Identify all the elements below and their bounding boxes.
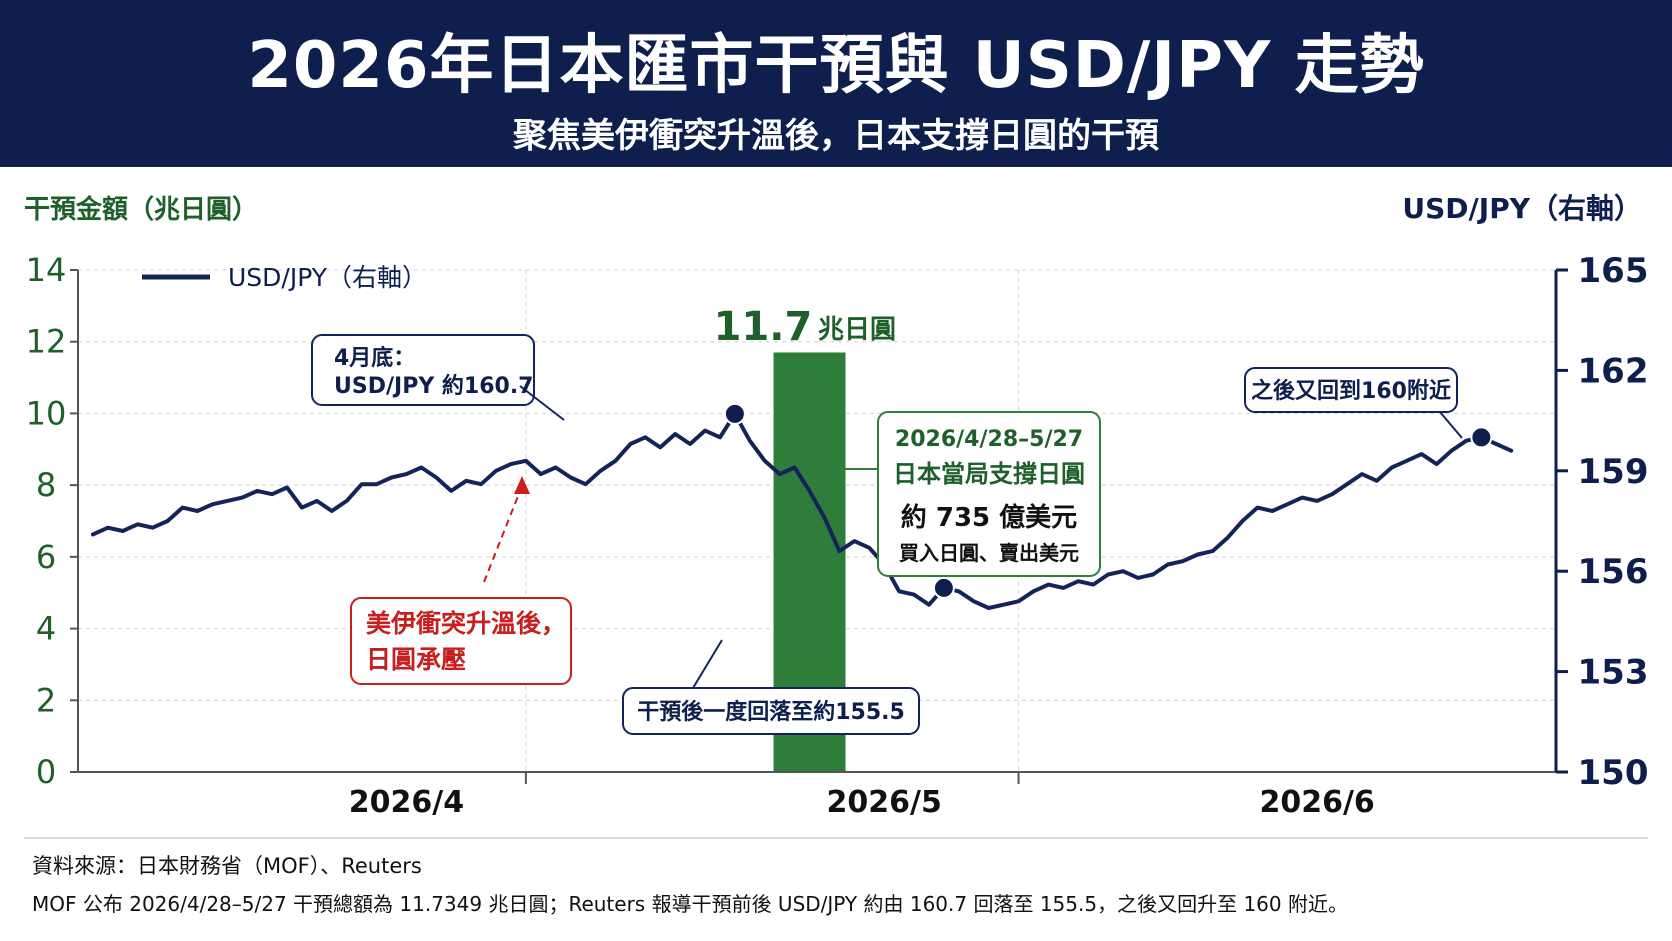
right-tick-label: 159 <box>1578 452 1649 492</box>
callout-intervention-line3: 約 735 億美元 <box>901 502 1077 533</box>
left-axis-label: 干預金額（兆日圓） <box>24 194 258 225</box>
left-tick-label: 8 <box>36 466 56 504</box>
legend-label: USD/JPY（右軸） <box>228 263 427 292</box>
callout-trough-text: 干預後一度回落至約155.5 <box>637 699 905 725</box>
x-tick-label: 2026/5 <box>827 785 942 820</box>
right-tick-label: 150 <box>1578 753 1649 793</box>
callout-conflict: 美伊衝突升溫後， 日圓承壓 <box>350 476 572 685</box>
callout-conflict-line2: 日圓承壓 <box>366 645 466 674</box>
left-tick-label: 2 <box>36 681 56 719</box>
callout-peak-line2: USD/JPY 約160.7 <box>334 373 534 399</box>
callout-intervention-line4: 買入日圓、賣出美元 <box>899 541 1079 565</box>
callout-rebound: 之後又回到160附近 <box>1244 367 1463 439</box>
callout-intervention-line1: 2026/4/28–5/27 <box>895 427 1083 452</box>
left-tick-label: 12 <box>26 323 67 361</box>
legend: USD/JPY（右軸） <box>142 263 427 292</box>
callout-trough: 干預後一度回落至約155.5 <box>622 639 920 735</box>
right-tick-label: 165 <box>1578 251 1649 291</box>
chart-subtitle: 聚焦美伊衝突升溫後，日本支撐日圓的干預 <box>513 116 1159 156</box>
right-tick-label: 162 <box>1578 351 1649 391</box>
usdjpy-series <box>90 402 1514 610</box>
left-tick-label: 4 <box>36 610 56 648</box>
right-tick-labels: 150 153 156 159 162 165 <box>1556 251 1648 793</box>
right-tick-label: 156 <box>1578 552 1649 592</box>
bar-value: 11.7 <box>714 304 813 350</box>
callout-peak-line1: 4月底： <box>334 345 415 371</box>
right-tick-label: 153 <box>1578 653 1649 693</box>
right-axis-label: USD/JPY（右軸） <box>1402 192 1642 225</box>
usdjpy-line <box>90 411 1514 610</box>
callout-conflict-line1: 美伊衝突升溫後， <box>366 609 566 638</box>
x-tick-labels: 2026/4 2026/5 2026/6 <box>349 785 1375 820</box>
left-tick-labels: 0 2 4 6 8 10 12 14 <box>26 251 78 791</box>
rebound-marker <box>1470 426 1493 449</box>
callout-intervention: 2026/4/28–5/27 日本當局支撐日圓 約 735 億美元 買入日圓、賣… <box>836 411 1101 577</box>
chart-title: 2026年日本匯市干預與 USD/JPY 走勢 <box>247 29 1425 103</box>
callout-peak: 4月底： USD/JPY 約160.7 <box>311 334 565 421</box>
left-tick-label: 10 <box>26 394 67 432</box>
trough-marker <box>932 576 955 599</box>
left-tick-label: 14 <box>26 251 67 289</box>
peak-marker <box>723 402 746 425</box>
bar-value-label: 11.7 兆日圓 <box>714 304 896 350</box>
left-tick-label: 6 <box>36 538 56 576</box>
x-tick-label: 2026/6 <box>1259 785 1374 820</box>
x-tick-label: 2026/4 <box>349 785 464 820</box>
header-banner: 2026年日本匯市干預與 USD/JPY 走勢 聚焦美伊衝突升溫後，日本支撐日圓… <box>0 0 1672 167</box>
callout-rebound-text: 之後又回到160附近 <box>1251 378 1451 404</box>
callout-intervention-line2: 日本當局支撐日圓 <box>893 460 1085 488</box>
bar-unit: 兆日圓 <box>818 315 896 345</box>
footnote: MOF 公布 2026/4/28–5/27 干預總額為 11.7349 兆日圓；… <box>32 892 1348 916</box>
left-tick-label: 0 <box>36 753 56 791</box>
axes <box>77 270 1558 773</box>
chart-area: 干預金額（兆日圓） USD/JPY（右軸） 0 2 4 6 8 10 12 14 150 153… <box>24 192 1648 839</box>
source-text: 資料來源：日本財務省（MOF）、Reuters <box>32 854 422 878</box>
